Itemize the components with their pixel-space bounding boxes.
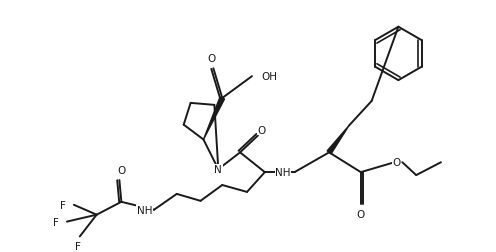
Text: O: O [207,54,216,64]
Text: O: O [117,166,125,175]
Text: NH: NH [136,205,152,215]
Text: F: F [75,241,81,251]
Text: O: O [392,158,401,168]
Text: NH: NH [275,168,291,177]
Text: OH: OH [262,72,278,82]
Text: O: O [357,209,365,219]
Text: F: F [60,200,66,210]
Polygon shape [327,126,349,154]
Polygon shape [203,98,225,140]
Text: F: F [53,217,59,227]
Text: O: O [258,125,266,135]
Text: N: N [214,165,222,174]
